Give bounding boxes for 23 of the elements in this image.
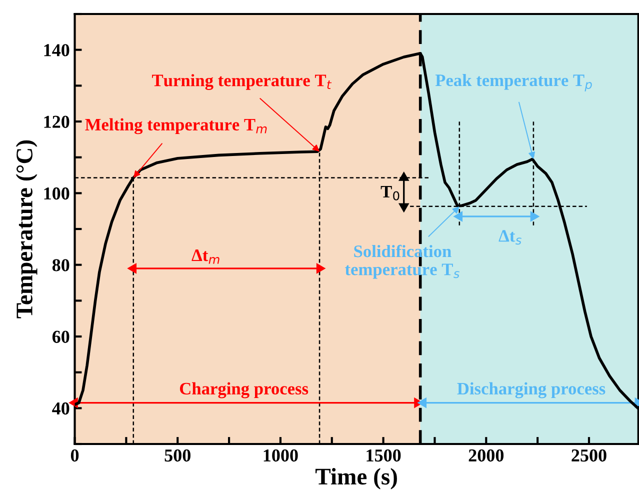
annotation: Charging process bbox=[180, 382, 308, 398]
annotation: Δt$_{m}$ bbox=[192, 249, 220, 264]
x-tick-label: 500 bbox=[164, 449, 190, 462]
y-tick-label: 100 bbox=[44, 187, 70, 200]
annotation: T$_{0}$ bbox=[380, 186, 400, 200]
y-tick-label: 40 bbox=[52, 402, 70, 415]
x-tick-label: 2000 bbox=[468, 449, 504, 462]
annotation: Solidification temperature T$_{s}$ bbox=[345, 244, 460, 279]
x-tick-label: 2500 bbox=[572, 449, 606, 462]
y-tick-label: 60 bbox=[52, 330, 70, 343]
x-axis-title: Time (s) bbox=[316, 468, 397, 490]
annotation: Melting temperature T$_{m}$ bbox=[85, 118, 267, 134]
y-tick-label: 140 bbox=[44, 44, 70, 56]
annotation: Peak temperature T$_{p}$ bbox=[435, 74, 592, 92]
annotation: Discharging process bbox=[457, 382, 606, 398]
y-tick-label: 120 bbox=[44, 116, 70, 128]
x-tick-label: 1000 bbox=[264, 449, 298, 462]
x-tick-label: 1500 bbox=[366, 449, 401, 462]
x-tick-label: 0 bbox=[70, 449, 79, 462]
annotation: Δt$_{s}$ bbox=[498, 230, 522, 245]
y-tick-label: 80 bbox=[52, 259, 70, 272]
y-axis-title: Temperature (°C) bbox=[16, 140, 38, 318]
annotation: Turning temperature T$_{t}$ bbox=[152, 74, 332, 90]
